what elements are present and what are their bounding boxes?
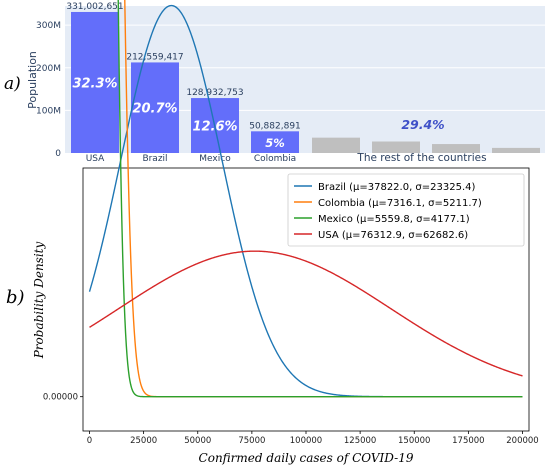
bar-percent-label: 20.7% [132, 102, 177, 117]
panel-b-x-tick-label: 150000 [398, 436, 430, 446]
panel-a-y-tick-label: 0 [55, 149, 61, 159]
bar-rest-of-countries [432, 144, 480, 153]
legend-entry: USA (μ=76312.9, σ=62682.6) [318, 230, 468, 241]
category-tick-label: USA [86, 154, 105, 164]
panel-b-y-axis-label: Probability Density [32, 242, 46, 360]
panel-b-x-tick-label: 100000 [290, 436, 322, 446]
panel-a-y-tick-label: 100M [36, 106, 61, 116]
panel-a-y-tick-label: 300M [36, 21, 61, 31]
bar-percent-label: 5% [265, 136, 285, 150]
panel-a-y-tick-label: 200M [36, 64, 61, 74]
bar-rest-of-countries [372, 141, 420, 153]
bar-value-label: 50,882,891 [249, 121, 301, 131]
panel-b-x-tick-label: 125000 [344, 436, 376, 446]
density-curve [89, 250, 523, 377]
panel-b-x-tick-label: 200000 [506, 436, 538, 446]
panel-a-rest-label: The rest of the countries [356, 152, 486, 164]
bar-rest-of-countries [492, 147, 540, 153]
panel-b-legend: Brazil (μ=37822.0, σ=23325.4) Colombia (μ… [287, 173, 525, 247]
panel-b-ticks: 0 25000 50000 75000 100000 125000 150000 175000… [43, 393, 539, 446]
panel-b-density-chart: 0 25000 50000 75000 100000 125000 150000 175000… [6, 0, 539, 465]
legend-entry: Mexico (μ=5559.8, σ=4177.1) [318, 214, 470, 225]
panel-a-y-axis-label: Population [26, 51, 39, 109]
bar-percent-label: 32.3% [72, 76, 117, 91]
density-curve [117, 0, 523, 398]
panel-b-x-tick-label: 50000 [184, 436, 211, 446]
legend-entry: Colombia (μ=7316.1, σ=5211.7) [318, 198, 482, 209]
panel-b-label: b) [6, 287, 25, 308]
panel-a-rest-percent: 29.4% [401, 117, 444, 132]
panel-b-x-tick-label: 175000 [452, 436, 484, 446]
legend-box [287, 173, 525, 247]
category-tick-label: Colombia [254, 154, 296, 164]
panel-b-x-tick-label: 75000 [238, 436, 265, 446]
panel-a-population-chart: 0 100M 200M 300M 331,002,651 32.3% USA 212,559… [4, 2, 545, 164]
bar-rest-of-countries [312, 137, 360, 153]
panel-b-x-axis-label: Confirmed daily cases of COVID-19 [199, 451, 414, 465]
panel-b-x-tick-label: 25000 [130, 436, 157, 446]
panel-b-curves [88, 0, 523, 398]
panel-b-x-tick-label: 0 [87, 436, 92, 446]
panel-b-y-tick-label: 0.00000 [43, 393, 78, 403]
bar-value-label: 331,002,651 [66, 2, 123, 12]
category-tick-label: Brazil [142, 154, 167, 164]
bar-colombia [251, 131, 299, 153]
bar-usa [71, 11, 119, 154]
legend-entry: Brazil (μ=37822.0, σ=23325.4) [318, 182, 476, 193]
panel-a-y-tick-labels: 0 100M 200M 300M [36, 21, 61, 159]
bar-value-label: 212,559,417 [126, 52, 183, 62]
panel-a-label: a) [4, 74, 21, 94]
bar-value-label: 128,932,753 [186, 88, 243, 98]
category-tick-label: Mexico [199, 154, 231, 164]
